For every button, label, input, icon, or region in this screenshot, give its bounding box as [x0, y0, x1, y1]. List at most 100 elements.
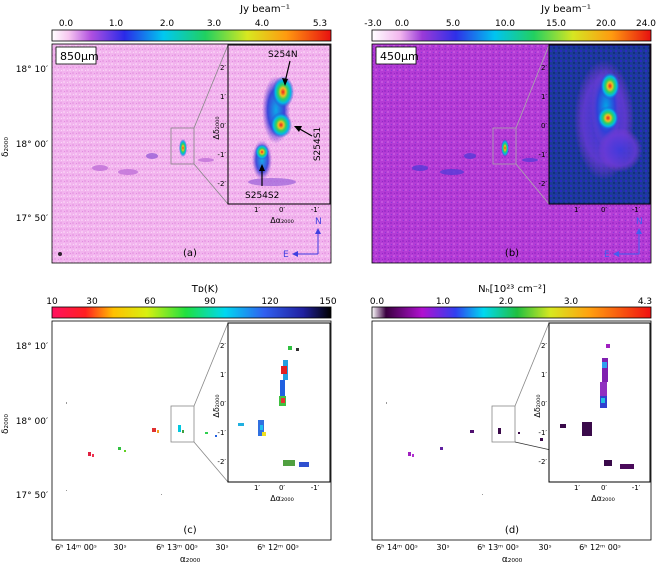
colorbar-d-tick: 4.3	[638, 297, 652, 307]
colorbar-b-title: Jy beam⁻¹	[540, 4, 591, 15]
zoom-box-d	[491, 405, 516, 443]
colorbar-b	[371, 29, 652, 42]
map-b-features	[412, 153, 538, 175]
xaxis-c-tick: 30ˢ	[215, 543, 228, 552]
inset-b-ytick: 2′	[541, 64, 547, 72]
colorbar-b-tick: 15.0	[546, 19, 566, 29]
colorbar-c-tick: 150	[319, 297, 336, 307]
inset-a-ytick: 1′	[220, 93, 226, 101]
panel-d: Nₕ[10²³ cm⁻²] 0.0 1.0 2.0 3.0 4.3	[370, 284, 652, 565]
inset-d-xtick: 0′	[601, 484, 607, 492]
panel-label-a: (a)	[183, 248, 197, 259]
zoom-box-b	[492, 127, 517, 165]
xaxis-d-tick: 6ʰ 13ᵐ 00ˢ	[477, 543, 519, 552]
inset-a-ytick: 2′	[220, 64, 226, 72]
inset-d-ytick: -1′	[538, 429, 547, 437]
inset-c-ytick: -2′	[217, 458, 226, 466]
colorbar-c	[51, 306, 332, 319]
colorbar-b-tick: 20.0	[596, 19, 616, 29]
colorbar-a-tick: 5.3	[313, 19, 327, 29]
yaxis-a-tick: 17° 50′	[16, 214, 48, 224]
panel-label-b: (b)	[505, 248, 519, 259]
yaxis-c-tick: 18° 10′	[16, 342, 48, 352]
compass-b: N E	[604, 217, 643, 260]
colorbar-c-tick: 10	[46, 297, 58, 307]
colorbar-a-tick: 2.0	[160, 19, 175, 29]
colorbar-c-tick: 120	[261, 297, 278, 307]
xaxis-d-tick: 6ʰ 12ᵐ 00ˢ	[579, 543, 621, 552]
inset-d-ytick: 1′	[541, 371, 547, 379]
xaxis-d-tick: 30ˢ	[538, 543, 551, 552]
xaxis-c-tick: 30ˢ	[113, 543, 126, 552]
colorbar-b-ticks: -3.0 0.0 5.0 10.0 15.0 20.0 24.0	[364, 19, 656, 29]
map-c-pixels	[66, 402, 217, 495]
inset-c-xtick: 1′	[254, 484, 260, 492]
inset-b-xtick: -1′	[632, 206, 641, 214]
colorbar-a-title: Jy beam⁻¹	[239, 4, 290, 15]
panel-label-c: (c)	[183, 525, 196, 536]
colorbar-a	[51, 29, 332, 42]
colorbar-d-tick: 3.0	[564, 297, 579, 307]
colorbar-a-tick: 4.0	[255, 19, 270, 29]
panel-a: Jy beam⁻¹ 0.0 1.0 2.0 3.0 4.0 5.3 850μm	[1, 4, 332, 264]
inset-b-ytick: 0′	[541, 122, 547, 130]
xaxis-c: 6ʰ 14ᵐ 00ˢ 30ˢ 6ʰ 13ᵐ 00ˢ 30ˢ 6ʰ 12ᵐ 00ˢ…	[55, 543, 299, 565]
inset-b-ytick: -2′	[538, 180, 547, 188]
colorbar-d	[371, 306, 652, 319]
band-label-b: 450μm	[380, 50, 419, 63]
colorbar-d-tick: 0.0	[370, 297, 385, 307]
inset-d-xtick: 1′	[574, 484, 580, 492]
compass-a: N E	[283, 217, 322, 260]
colorbar-d-tick: 2.0	[499, 297, 514, 307]
inset-a-xtick: 0′	[279, 206, 285, 214]
map-a-source	[179, 139, 187, 157]
colorbar-c-tick: 30	[86, 297, 98, 307]
colorbar-b-tick: 5.0	[446, 19, 461, 29]
colorbar-a-tick: 3.0	[207, 19, 222, 29]
colorbar-d-tick: 1.0	[436, 297, 451, 307]
colorbar-b-tick: 0.0	[395, 19, 410, 29]
yaxis-a: 18° 10′ 18° 00′ 17° 50′ δ₂₀₀₀	[1, 65, 48, 224]
colorbar-a-tick: 0.0	[59, 19, 74, 29]
colorbar-d-title: Nₕ[10²³ cm⁻²]	[478, 284, 546, 295]
inset-c-ytick: 0′	[220, 400, 226, 408]
inset-c-ylabel: Δδ₂₀₀₀	[212, 394, 221, 417]
compass-east: E	[604, 250, 610, 260]
inset-a-ylabel: Δδ₂₀₀₀	[212, 116, 221, 139]
colorbar-a-tick: 1.0	[109, 19, 124, 29]
inset-d-xlabel: Δα₂₀₀₀	[591, 494, 615, 503]
xaxis-c-label: α₂₀₀₀	[180, 555, 201, 565]
xaxis-c-tick: 6ʰ 13ᵐ 00ˢ	[156, 543, 198, 552]
inset-d: 2′ 1′ 0′ -1′ -2′ 1′ 0′ -1′ Δα₂₀₀₀ Δδ₂₀₀₀	[533, 322, 651, 503]
source-label-s254s2: S254S2	[245, 191, 279, 201]
inset-c-ytick: 2′	[220, 342, 226, 350]
colorbar-c-tick: 60	[144, 297, 156, 307]
inset-b-xtick: 1′	[574, 206, 580, 214]
inset-c-xtick: 0′	[279, 484, 285, 492]
colorbar-b-tick: -3.0	[364, 19, 382, 29]
colorbar-c-title: Tᴅ(K)	[191, 284, 219, 295]
xaxis-d-tick: 6ʰ 14ᵐ 00ˢ	[376, 543, 418, 552]
panel-b: Jy beam⁻¹ -3.0 0.0 5.0 10.0 15.0 20.0 24…	[364, 4, 656, 264]
inset-d-ytick: 0′	[541, 400, 547, 408]
inset-c-ytick: -1′	[217, 429, 226, 437]
colorbar-a-ticks: 0.0 1.0 2.0 3.0 4.0 5.3	[59, 19, 327, 29]
yaxis-a-label: δ₂₀₀₀	[1, 137, 11, 157]
yaxis-a-tick: 18° 10′	[16, 65, 48, 75]
compass-north: N	[315, 217, 322, 227]
source-label-s254s1: S254S1	[313, 127, 323, 161]
inset-a-xtick: -1′	[311, 206, 320, 214]
band-label-a: 850μm	[60, 50, 99, 63]
inset-b-ytick: -1′	[538, 151, 547, 159]
source-label-s254n: S254N	[268, 50, 298, 60]
xaxis-c-tick: 6ʰ 12ᵐ 00ˢ	[257, 543, 299, 552]
compass-north: N	[636, 217, 643, 227]
inset-d-ytick: -2′	[538, 458, 547, 466]
colorbar-b-tick: 24.0	[636, 19, 656, 29]
colorbar-b-tick: 10.0	[495, 19, 515, 29]
xaxis-d-label: α₂₀₀₀	[502, 555, 523, 565]
yaxis-c-tick: 17° 50′	[16, 491, 48, 501]
inset-a-ytick: 0′	[220, 122, 226, 130]
colorbar-c-ticks: 10 30 60 90 120 150	[46, 297, 337, 307]
colorbar-c-tick: 90	[204, 297, 216, 307]
